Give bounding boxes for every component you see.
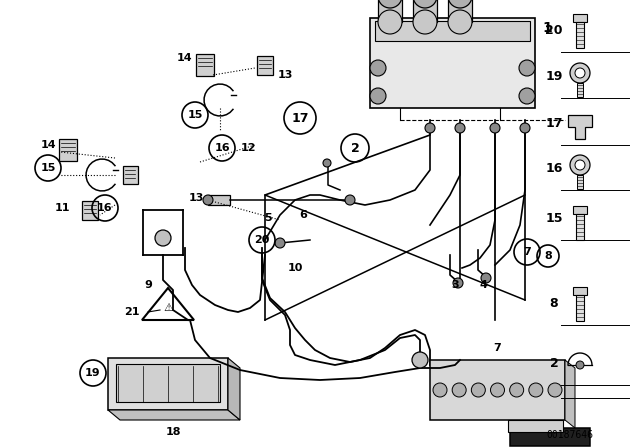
Bar	[196, 54, 214, 76]
Text: 2: 2	[351, 142, 360, 155]
Bar	[577, 175, 583, 189]
Text: 16: 16	[97, 203, 113, 213]
Bar	[413, 0, 437, 22]
Circle shape	[471, 383, 485, 397]
Circle shape	[448, 0, 472, 8]
Circle shape	[519, 88, 535, 104]
Circle shape	[413, 0, 437, 8]
Bar	[378, 0, 402, 22]
Bar	[573, 287, 587, 295]
Text: 1: 1	[542, 21, 552, 35]
Bar	[370, 18, 535, 108]
Circle shape	[575, 68, 585, 78]
Text: 3: 3	[451, 280, 459, 290]
Text: 5: 5	[264, 213, 272, 223]
Text: 15: 15	[40, 163, 56, 173]
Text: 17: 17	[545, 116, 563, 129]
Text: 13: 13	[188, 193, 204, 203]
Polygon shape	[568, 115, 592, 139]
Polygon shape	[108, 410, 240, 420]
Text: 8: 8	[550, 297, 558, 310]
Text: 8: 8	[544, 251, 552, 261]
Text: 4: 4	[479, 280, 487, 290]
Text: 20: 20	[545, 23, 563, 36]
Text: 15: 15	[545, 211, 563, 224]
Bar	[576, 295, 584, 321]
Circle shape	[575, 160, 585, 170]
Bar	[510, 428, 590, 446]
Text: 9: 9	[144, 280, 152, 290]
Circle shape	[433, 383, 447, 397]
Text: 7: 7	[493, 343, 501, 353]
Bar	[576, 214, 584, 240]
Bar	[430, 360, 565, 420]
Bar	[573, 206, 587, 214]
Bar	[108, 358, 228, 410]
Circle shape	[490, 123, 500, 133]
Circle shape	[548, 383, 562, 397]
Text: 2: 2	[550, 357, 558, 370]
Text: 21: 21	[124, 307, 140, 317]
Bar	[116, 364, 220, 402]
Bar	[82, 201, 98, 220]
Circle shape	[370, 60, 386, 76]
Circle shape	[425, 123, 435, 133]
Text: 19: 19	[545, 69, 563, 82]
Bar	[123, 166, 138, 184]
Circle shape	[275, 238, 285, 248]
Circle shape	[519, 60, 535, 76]
Text: 13: 13	[277, 70, 292, 80]
Circle shape	[453, 278, 463, 288]
Text: 15: 15	[188, 110, 203, 120]
Text: 14: 14	[40, 140, 56, 150]
Text: 10: 10	[287, 263, 303, 273]
Circle shape	[570, 63, 590, 83]
Circle shape	[378, 0, 402, 8]
Circle shape	[481, 273, 491, 283]
Text: 17: 17	[291, 112, 308, 125]
Bar	[257, 56, 273, 75]
Polygon shape	[228, 358, 240, 420]
Circle shape	[155, 230, 171, 246]
Circle shape	[448, 10, 472, 34]
Text: 6: 6	[299, 210, 307, 220]
Bar	[573, 14, 587, 22]
Circle shape	[490, 383, 504, 397]
Bar	[577, 83, 583, 97]
Bar	[576, 22, 584, 48]
Circle shape	[370, 88, 386, 104]
Circle shape	[455, 123, 465, 133]
Text: 18: 18	[165, 427, 180, 437]
Text: 16: 16	[214, 143, 230, 153]
Text: 7: 7	[523, 247, 531, 257]
Text: 16: 16	[545, 161, 563, 175]
Text: 00187646: 00187646	[547, 430, 593, 440]
Text: 11: 11	[54, 203, 70, 213]
Circle shape	[570, 155, 590, 175]
Circle shape	[412, 352, 428, 368]
Circle shape	[509, 383, 524, 397]
Circle shape	[323, 159, 331, 167]
Text: 14: 14	[177, 53, 193, 63]
Bar	[448, 0, 472, 22]
Bar	[375, 21, 530, 41]
Circle shape	[529, 383, 543, 397]
Bar	[59, 139, 77, 161]
Circle shape	[576, 361, 584, 369]
Polygon shape	[565, 360, 575, 428]
Circle shape	[520, 123, 530, 133]
Circle shape	[413, 10, 437, 34]
Text: 20: 20	[254, 235, 269, 245]
Text: 19: 19	[85, 368, 101, 378]
Circle shape	[203, 195, 213, 205]
Circle shape	[378, 10, 402, 34]
Bar	[208, 195, 230, 205]
Text: ⚠: ⚠	[163, 303, 173, 313]
Circle shape	[452, 383, 466, 397]
Circle shape	[345, 195, 355, 205]
Text: 12: 12	[240, 143, 256, 153]
Bar	[508, 420, 563, 432]
